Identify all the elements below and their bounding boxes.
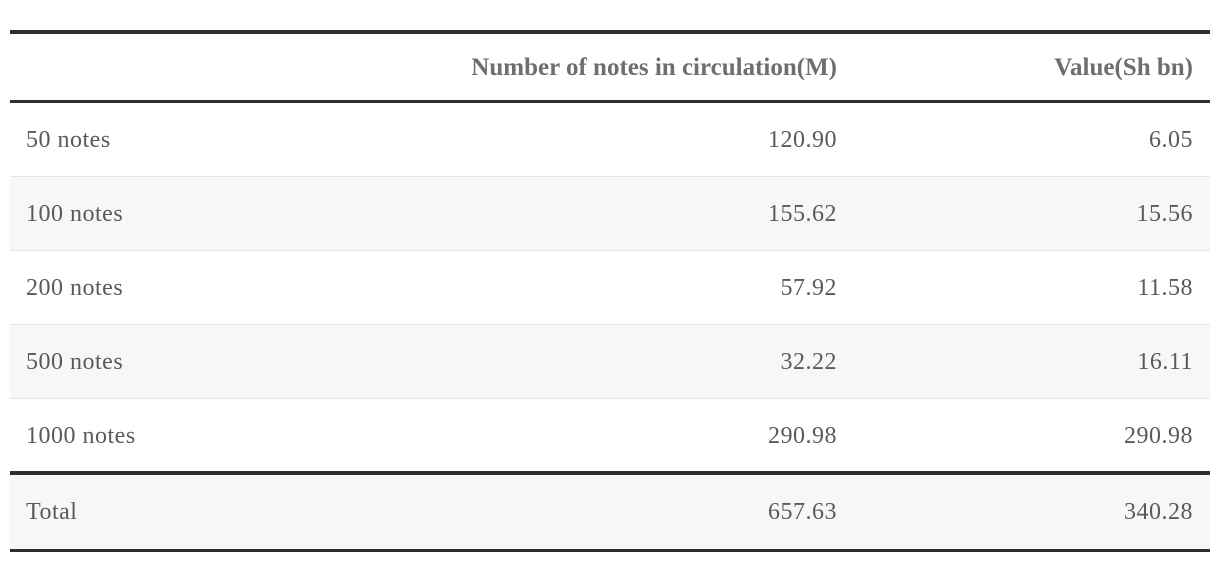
table-row: 50 notes 120.90 6.05 — [10, 103, 1210, 177]
header-row: Number of notes in circulation(M) Value(S… — [10, 34, 1210, 101]
cell-value: 11.58 — [1137, 274, 1193, 301]
cell-value: 15.56 — [1136, 200, 1193, 227]
total-row: Total 657.63 340.28 — [10, 475, 1210, 549]
row-label: 1000 notes — [26, 422, 136, 449]
bottom-rule — [10, 549, 1210, 552]
row-divider — [10, 398, 1210, 399]
header-rule — [10, 100, 1210, 103]
row-divider — [10, 250, 1210, 251]
row-divider — [10, 176, 1210, 177]
column-header: Number of notes in circulation(M) — [471, 53, 837, 81]
row-label: 200 notes — [26, 274, 124, 301]
top-rule — [10, 30, 1210, 34]
table-row: 1000 notes 290.98 290.98 — [10, 399, 1210, 473]
cell-value: 16.11 — [1137, 348, 1193, 375]
row-label: 50 notes — [26, 126, 111, 153]
total-value: 340.28 — [1124, 498, 1193, 525]
cell-value: 290.98 — [768, 422, 837, 449]
total-rule — [10, 471, 1210, 475]
cell-value: 290.98 — [1124, 422, 1193, 449]
row-label: 500 notes — [26, 348, 124, 375]
cell-value: 120.90 — [768, 126, 837, 153]
total-value: 657.63 — [768, 498, 837, 525]
table-row: 100 notes 155.62 15.56 — [10, 177, 1210, 251]
total-label: Total — [26, 498, 78, 525]
table-row: 200 notes 57.92 11.58 — [10, 251, 1210, 325]
cell-value: 155.62 — [768, 200, 837, 227]
row-divider — [10, 324, 1210, 325]
column-header: Value(Sh bn) — [1054, 53, 1193, 81]
row-label: 100 notes — [26, 200, 124, 227]
cell-value: 6.05 — [1149, 126, 1193, 153]
table-row: 500 notes 32.22 16.11 — [10, 325, 1210, 399]
cell-value: 57.92 — [780, 274, 837, 301]
cell-value: 32.22 — [780, 348, 837, 375]
